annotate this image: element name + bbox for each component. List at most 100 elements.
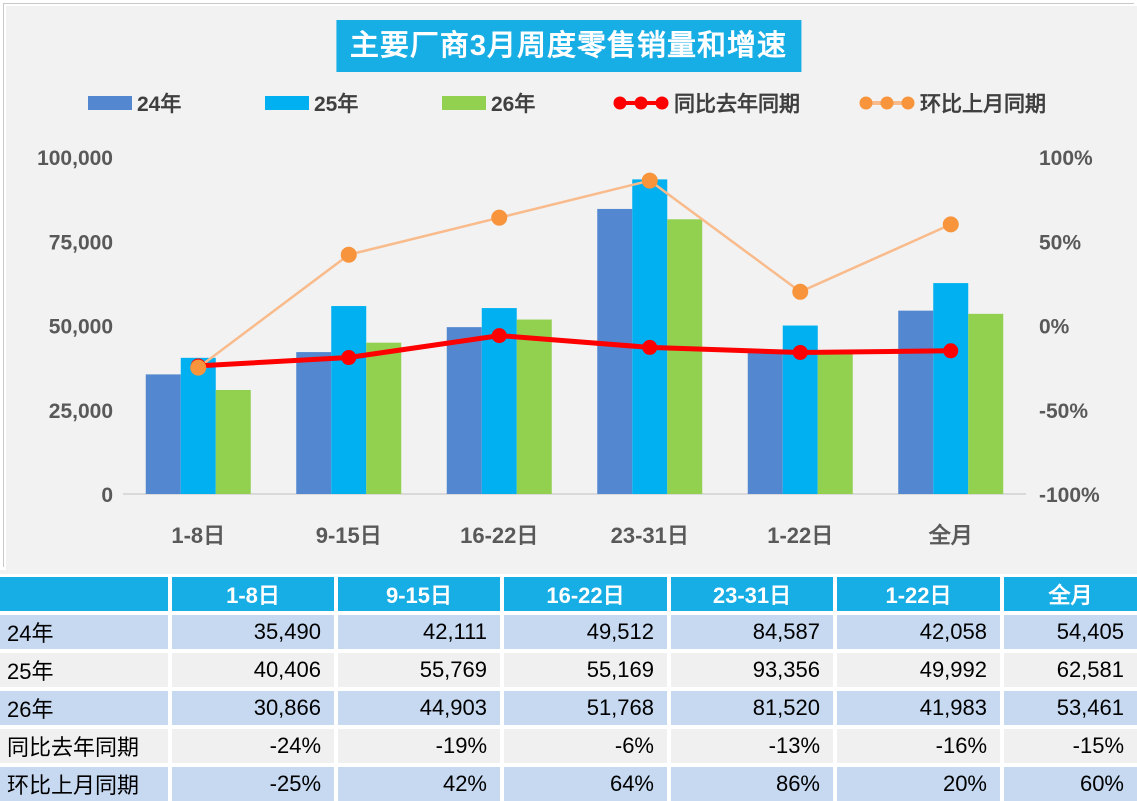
table-row-25年: 25年 40,406 55,769 55,169 93,356 49,992 62,581	[0, 649, 1137, 691]
legend-line-swatch	[613, 96, 669, 110]
legend-label: 同比去年同期	[674, 93, 800, 116]
legend-item-4: 同比去年同期	[612, 93, 800, 116]
bar-26年-1-8日	[215, 389, 251, 494]
marker-同比去年同期-23-31日	[642, 339, 658, 355]
table-cell: 20%	[833, 763, 1004, 801]
chart-frame-hairline-vertical	[3, 3, 4, 567]
left-axis-tick-label: 100,000	[37, 147, 113, 170]
table-cell: -6%	[500, 725, 671, 767]
legend-label: 26年	[491, 93, 536, 116]
chart-frame-hairline-horizontal	[3, 3, 1134, 4]
legend-item-2: 25年	[265, 93, 358, 116]
bar-26年-16-22日	[516, 319, 552, 494]
table-row-label: 26年	[0, 687, 172, 729]
x-axis-category-label: 9-15日	[316, 523, 382, 548]
chart-plot-area: 100,000 75,000 50,000 25,000 0 100% 50% 0% -50% -…	[37, 147, 1100, 548]
table-row-label: 24年	[0, 611, 172, 653]
marker-同比去年同期-9-15日	[341, 350, 357, 366]
table-cell: 55,169	[500, 649, 671, 691]
table-cell: 62,581	[1000, 649, 1137, 691]
bar-25年-9-15日	[331, 306, 367, 494]
table-cell: 86%	[667, 763, 837, 801]
legend-item-5: 环比上月同期	[858, 93, 1046, 116]
bar-26年-23-31日	[667, 219, 703, 495]
legend-swatch	[265, 96, 309, 110]
bar-24年-全月	[898, 310, 934, 494]
marker-同比去年同期-1-22日	[792, 344, 808, 360]
legend-item-1: 24年	[88, 93, 181, 116]
table-cell: 64%	[500, 763, 671, 801]
bar-24年-23-31日	[597, 208, 633, 494]
table-cell: 35,490	[168, 611, 338, 653]
left-axis-tick-label: 25,000	[49, 400, 113, 423]
marker-环比上月同期-9-15日	[340, 246, 357, 263]
table-row-label: 同比去年同期	[0, 725, 172, 767]
table-header-cell: 23-31日	[667, 574, 837, 615]
table-cell: 84,587	[667, 611, 837, 653]
table-row-同比去年同期: 同比去年同期 -24% -19% -6% -13% -16% -15%	[0, 725, 1137, 767]
table-header-cell: 1-8日	[168, 574, 338, 615]
table-cell: -13%	[667, 725, 837, 767]
chart-title: 主要厂商3月周度零售销量和增速	[335, 20, 802, 72]
table-cell: 55,769	[334, 649, 504, 691]
table-cell: 49,512	[500, 611, 671, 653]
table-cell: 41,983	[833, 687, 1004, 729]
marker-环比上月同期-23-31日	[641, 172, 658, 189]
right-axis-tick-label: -50%	[1039, 400, 1088, 423]
table-header-cell: 16-22日	[500, 574, 671, 615]
table-cell: -19%	[334, 725, 504, 767]
table-cell: 44,903	[334, 687, 504, 729]
line-同比去年同期	[198, 333, 951, 369]
table-header-corner	[0, 574, 172, 615]
data-table: 1-8日 9-15日 16-22日 23-31日 1-22日 全月 24年 35,490 42…	[0, 574, 1137, 801]
table-header-cell: 全月	[1000, 574, 1137, 615]
marker-环比上月同期-16-22日	[491, 209, 508, 226]
bar-25年-全月	[933, 283, 969, 494]
x-axis-category-label: 1-22日	[767, 523, 833, 548]
table-row-24年: 24年 35,490 42,111 49,512 84,587 42,058 54,405	[0, 611, 1137, 653]
bar-24年-16-22日	[446, 327, 482, 494]
table-cell: -15%	[1000, 725, 1137, 767]
bar-26年-9-15日	[366, 342, 402, 494]
bar-25年-1-8日	[180, 357, 216, 494]
table-row-label: 环比上月同期	[0, 763, 172, 801]
table-cell: 93,356	[667, 649, 837, 691]
x-axis-category-label: 16-22日	[460, 523, 538, 548]
table-cell: 42,058	[833, 611, 1004, 653]
table-row-环比上月同期: 环比上月同期 -25% 42% 64% 86% 20% 60%	[0, 763, 1137, 801]
marker-环比上月同期-全月	[942, 216, 959, 233]
table-cell: 54,405	[1000, 611, 1137, 653]
table-cell: -25%	[168, 763, 338, 801]
table-cell: 42%	[334, 763, 504, 801]
table-header-cell: 9-15日	[334, 574, 504, 615]
right-axis-tick-label: 0%	[1039, 316, 1070, 339]
bar-24年-9-15日	[296, 352, 332, 494]
bar-25年-23-31日	[632, 179, 668, 495]
table-cell: -24%	[168, 725, 338, 767]
table-cell: 40,406	[168, 649, 338, 691]
table-cell: 60%	[1000, 763, 1137, 801]
data-table-wrap: 1-8日 9-15日 16-22日 23-31日 1-22日 全月 24年 35,490 42…	[0, 574, 1137, 801]
table-cell: 51,768	[500, 687, 671, 729]
legend-line-swatch	[859, 96, 915, 110]
legend-swatch	[442, 96, 486, 110]
table-header-cell: 1-22日	[833, 574, 1004, 615]
left-axis-tick-label: 0	[101, 484, 113, 507]
marker-同比去年同期-全月	[943, 343, 959, 359]
left-axis-tick-label: 50,000	[49, 316, 113, 339]
legend-swatch	[88, 96, 132, 110]
x-axis-category-label: 1-8日	[171, 523, 225, 548]
marker-环比上月同期-1-22日	[792, 283, 809, 300]
x-axis-category-label: 23-31日	[611, 523, 689, 548]
table-cell: -16%	[833, 725, 1004, 767]
legend-label: 25年	[314, 93, 359, 116]
table-cell: 49,992	[833, 649, 1004, 691]
right-axis-tick-label: 100%	[1039, 147, 1093, 170]
table-cell: 42,111	[334, 611, 504, 653]
table-row-label: 25年	[0, 649, 172, 691]
bar-26年-1-22日	[817, 352, 853, 494]
bar-24年-1-8日	[145, 374, 181, 494]
table-cell: 53,461	[1000, 687, 1137, 729]
chart-legend: 24年 25年 26年 同比去年同期 环比上月同期	[0, 0, 1137, 130]
